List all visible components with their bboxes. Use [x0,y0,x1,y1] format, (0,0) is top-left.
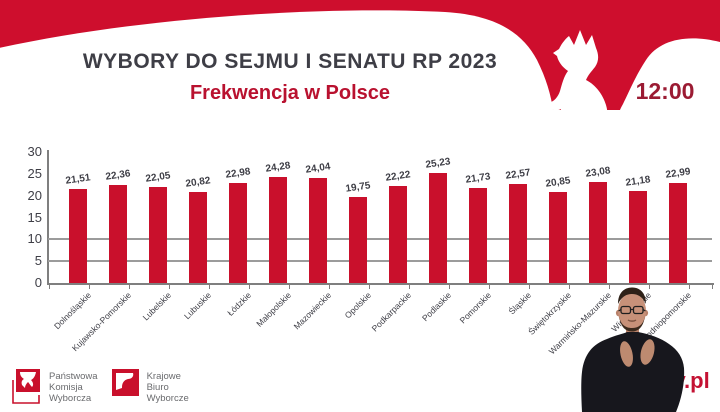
turnout-bar [669,182,687,283]
y-axis-tick-label: 15 [27,209,42,225]
y-axis-line [47,150,49,284]
x-axis-category-label: Lubelskie [140,290,174,323]
interpreter-hair [618,287,646,304]
polish-eagle-icon [548,30,608,145]
pkw-logo-block: Państwowa Komisja Wyborcza [10,368,98,406]
y-axis-tick-label: 5 [34,253,42,269]
turnout-bar [549,191,567,283]
turnout-bar [469,188,487,283]
x-axis-tick [329,285,330,289]
interpreter-left-hand [620,341,633,367]
sign-language-interpreter [581,287,685,412]
kbw-flag-logo-icon [111,369,139,396]
x-axis-tick [289,285,290,289]
turnout-bar [269,176,287,283]
turnout-bar [69,189,87,283]
x-axis-category-label: Pomorskie [457,290,494,326]
turnout-bar [309,178,327,283]
header-curve-right [614,38,720,145]
turnout-bar [509,184,527,283]
y-axis-tick-label: 20 [27,187,42,203]
interpreter-right-hand [640,339,655,365]
x-axis-tick [609,285,610,289]
gridline [48,238,712,241]
y-axis-tick-label: 30 [27,144,42,159]
turnout-bar [349,196,367,283]
x-axis-category-label: Lubuskie [181,290,214,322]
x-axis-tick [49,285,50,289]
x-axis-category-label: Mazowieckie [291,290,334,332]
interpreter-face [618,292,646,330]
x-axis-tick [489,285,490,289]
x-axis-tick [649,285,650,289]
x-axis-tick [89,285,90,289]
turnout-bar [389,185,407,283]
x-axis-category-label: Śląskie [506,290,534,317]
y-axis-tick-label: 0 [34,275,42,290]
turnout-bar [229,182,247,283]
x-axis-tick [689,285,690,289]
x-axis-category-label: Kujawsko-Pomorskie [69,290,134,354]
page-subtitle: Frekwencja w Polsce [189,82,391,104]
x-axis-tick [209,285,210,289]
pkw-eagle-logo-icon [12,369,40,404]
x-axis-tick [529,285,530,289]
turnout-bar [429,172,447,283]
pkw-logo-label: Państwowa Komisja Wyborcza [49,371,98,404]
x-axis-tick [569,285,570,289]
header-banner [0,0,720,145]
x-axis-category-label: Podkarpackie [369,290,414,334]
page-title: WYBORY DO SEJMU I SENATU RP 2023 [82,50,498,73]
x-axis-tick [129,285,130,289]
x-axis-category-label: Łódzkie [225,290,254,318]
interpreter-beard [619,315,645,332]
bar-value-label: 22,99 [664,165,692,181]
x-axis-tick [169,285,170,289]
x-axis-tick [449,285,450,289]
clock: 12:00 [635,78,695,104]
x-axis-line [47,283,714,285]
x-axis-category-label: Świętokrzyskie [526,290,574,337]
turnout-bar [109,185,127,283]
x-axis-tick [712,285,713,289]
bar-value-label: 25,23 [424,156,452,171]
interpreter-torso [581,332,685,412]
y-axis-tick-label: 10 [27,231,42,247]
x-axis-category-label: Dolnośląskie [51,290,94,332]
x-axis-tick [249,285,250,289]
kbw-logo-label: Krajowe Biuro Wyborcze [146,371,189,404]
kbw-logo-block: Krajowe Biuro Wyborcze [111,368,189,406]
x-axis-category-label: Małopolskie [254,290,294,329]
turnout-bar [629,190,647,283]
x-axis-category-label: Opolskie [342,290,374,321]
header-curve-left [0,10,555,145]
x-axis-tick [409,285,410,289]
y-axis-tick-label: 25 [27,165,42,181]
x-axis-tick [369,285,370,289]
gridline [48,260,712,263]
turnout-bar [589,182,607,283]
turnout-bar [189,192,207,283]
x-axis-category-label: Podlaskie [419,290,454,324]
turnout-bar [149,186,167,283]
footer-logos: Państwowa Komisja Wyborcza Krajowe Biuro… [10,368,189,406]
